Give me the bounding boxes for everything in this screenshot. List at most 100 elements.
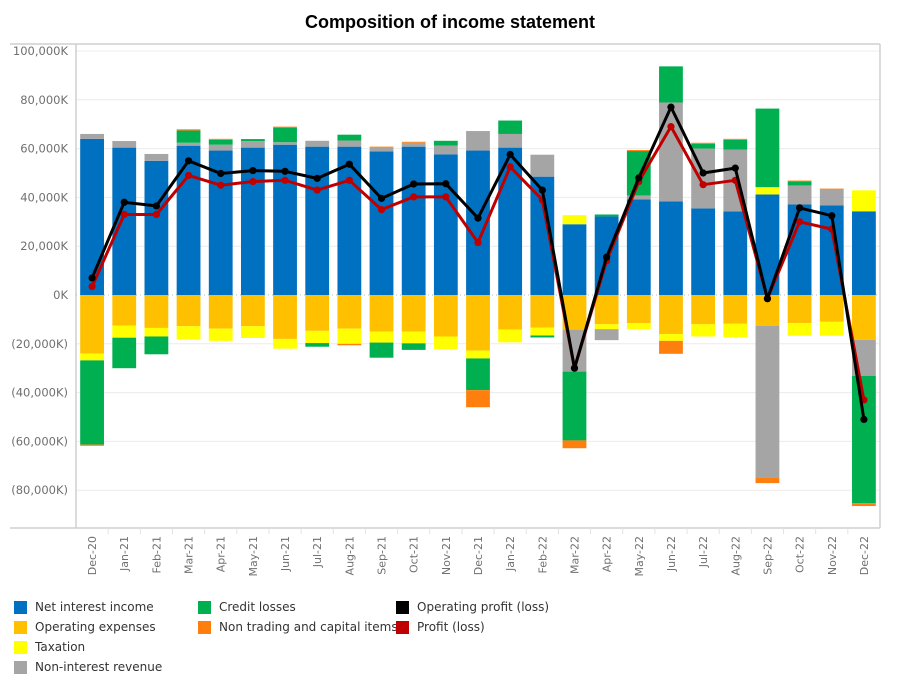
bar-operating-expenses[interactable]: [562, 295, 587, 330]
point-operating-profit-loss[interactable]: [538, 186, 546, 194]
bar-non-trading-and-capital-items[interactable]: [273, 126, 297, 128]
bar-operating-expenses[interactable]: [305, 295, 330, 331]
bar-non-interest-revenue[interactable]: [755, 325, 780, 478]
bar-operating-expenses[interactable]: [273, 295, 297, 339]
point-profit-loss[interactable]: [152, 210, 160, 219]
bar-taxation[interactable]: [401, 331, 426, 344]
legend-item-operating-profit[interactable]: Operating profit (loss): [396, 598, 549, 616]
point-operating-profit-loss[interactable]: [603, 253, 611, 261]
bar-net-interest-income[interactable]: [208, 150, 233, 295]
bar-non-interest-revenue[interactable]: [369, 147, 394, 152]
bar-net-interest-income[interactable]: [626, 199, 651, 295]
point-profit-loss[interactable]: [88, 282, 96, 291]
point-operating-profit-loss[interactable]: [184, 157, 193, 165]
point-profit-loss[interactable]: [217, 181, 225, 189]
bar-taxation[interactable]: [819, 321, 844, 336]
bar-non-trading-and-capital-items[interactable]: [723, 138, 748, 140]
bar-non-interest-revenue[interactable]: [626, 195, 651, 200]
bar-credit-losses[interactable]: [562, 371, 587, 441]
bar-operating-expenses[interactable]: [112, 295, 137, 326]
bar-taxation[interactable]: [433, 336, 458, 350]
bar-net-interest-income[interactable]: [273, 144, 297, 295]
bar-credit-losses[interactable]: [755, 108, 780, 188]
bar-non-interest-revenue[interactable]: [305, 140, 330, 147]
point-operating-profit-loss[interactable]: [763, 295, 772, 303]
bar-credit-losses[interactable]: [208, 139, 233, 145]
bar-credit-losses[interactable]: [305, 343, 330, 347]
point-operating-profit-loss[interactable]: [249, 166, 257, 175]
bar-non-trading-and-capital-items[interactable]: [176, 129, 201, 131]
point-operating-profit-loss[interactable]: [796, 204, 804, 212]
point-operating-profit-loss[interactable]: [88, 274, 96, 282]
bar-non-trading-and-capital-items[interactable]: [337, 343, 362, 346]
bar-operating-expenses[interactable]: [466, 295, 490, 351]
legend-item-operating-expenses[interactable]: Operating expenses: [14, 618, 156, 636]
bar-taxation[interactable]: [530, 327, 555, 336]
bar-operating-expenses[interactable]: [498, 295, 523, 330]
bar-taxation[interactable]: [305, 330, 330, 344]
point-operating-profit-loss[interactable]: [860, 415, 868, 424]
point-operating-profit-loss[interactable]: [731, 164, 739, 172]
bar-non-interest-revenue[interactable]: [80, 133, 104, 139]
bar-non-interest-revenue[interactable]: [466, 131, 490, 151]
bar-credit-losses[interactable]: [401, 343, 426, 350]
bar-non-interest-revenue[interactable]: [659, 102, 683, 202]
bar-taxation[interactable]: [723, 323, 748, 338]
point-profit-loss[interactable]: [667, 123, 675, 131]
bar-net-interest-income[interactable]: [144, 160, 169, 295]
bar-operating-expenses[interactable]: [80, 295, 104, 354]
point-operating-profit-loss[interactable]: [313, 174, 321, 182]
bar-non-interest-revenue[interactable]: [176, 142, 201, 146]
bar-operating-expenses[interactable]: [144, 295, 169, 328]
bar-non-interest-revenue[interactable]: [144, 153, 169, 161]
bar-non-trading-and-capital-items[interactable]: [755, 477, 780, 484]
bar-operating-expenses[interactable]: [691, 295, 716, 325]
point-profit-loss[interactable]: [796, 218, 804, 226]
bar-credit-losses[interactable]: [369, 342, 394, 358]
bar-taxation[interactable]: [787, 323, 812, 336]
bar-taxation[interactable]: [208, 328, 233, 341]
bar-non-trading-and-capital-items[interactable]: [369, 146, 394, 148]
point-profit-loss[interactable]: [313, 186, 321, 194]
point-operating-profit-loss[interactable]: [635, 174, 643, 182]
bar-operating-expenses[interactable]: [240, 295, 265, 327]
point-profit-loss[interactable]: [345, 176, 353, 184]
bar-operating-expenses[interactable]: [626, 295, 651, 324]
legend-item-non-interest-revenue[interactable]: Non-interest revenue: [14, 658, 162, 676]
bar-non-interest-revenue[interactable]: [112, 141, 137, 148]
bar-non-trading-and-capital-items[interactable]: [691, 142, 716, 144]
bar-operating-expenses[interactable]: [176, 295, 201, 327]
bar-net-interest-income[interactable]: [691, 208, 716, 295]
bar-non-interest-revenue[interactable]: [208, 144, 233, 151]
bar-credit-losses[interactable]: [466, 358, 490, 391]
bar-taxation[interactable]: [626, 323, 651, 330]
bar-taxation[interactable]: [80, 353, 104, 361]
bar-net-interest-income[interactable]: [433, 154, 458, 295]
point-operating-profit-loss[interactable]: [377, 194, 386, 202]
bar-non-trading-and-capital-items[interactable]: [466, 390, 490, 408]
bar-operating-expenses[interactable]: [594, 295, 619, 325]
bar-taxation[interactable]: [562, 215, 587, 225]
bar-taxation[interactable]: [755, 187, 780, 195]
legend-item-profit[interactable]: Profit (loss): [396, 618, 485, 636]
bar-operating-expenses[interactable]: [659, 295, 683, 335]
bar-credit-losses[interactable]: [594, 214, 619, 217]
bar-net-interest-income[interactable]: [401, 146, 426, 295]
bar-net-interest-income[interactable]: [852, 211, 876, 295]
bar-operating-expenses[interactable]: [337, 295, 362, 329]
bar-non-trading-and-capital-items[interactable]: [208, 138, 233, 140]
legend-item-taxation[interactable]: Taxation: [14, 638, 85, 656]
bar-taxation[interactable]: [852, 190, 876, 212]
bar-credit-losses[interactable]: [273, 127, 297, 143]
bar-taxation[interactable]: [498, 329, 523, 343]
bar-taxation[interactable]: [594, 324, 619, 330]
point-operating-profit-loss[interactable]: [667, 103, 675, 111]
bar-net-interest-income[interactable]: [240, 147, 265, 295]
bar-operating-expenses[interactable]: [755, 295, 780, 326]
bar-credit-losses[interactable]: [433, 140, 458, 146]
point-operating-profit-loss[interactable]: [217, 169, 225, 178]
point-profit-loss[interactable]: [474, 238, 482, 247]
point-operating-profit-loss[interactable]: [828, 212, 836, 220]
point-operating-profit-loss[interactable]: [474, 214, 482, 222]
bar-operating-expenses[interactable]: [369, 295, 394, 332]
